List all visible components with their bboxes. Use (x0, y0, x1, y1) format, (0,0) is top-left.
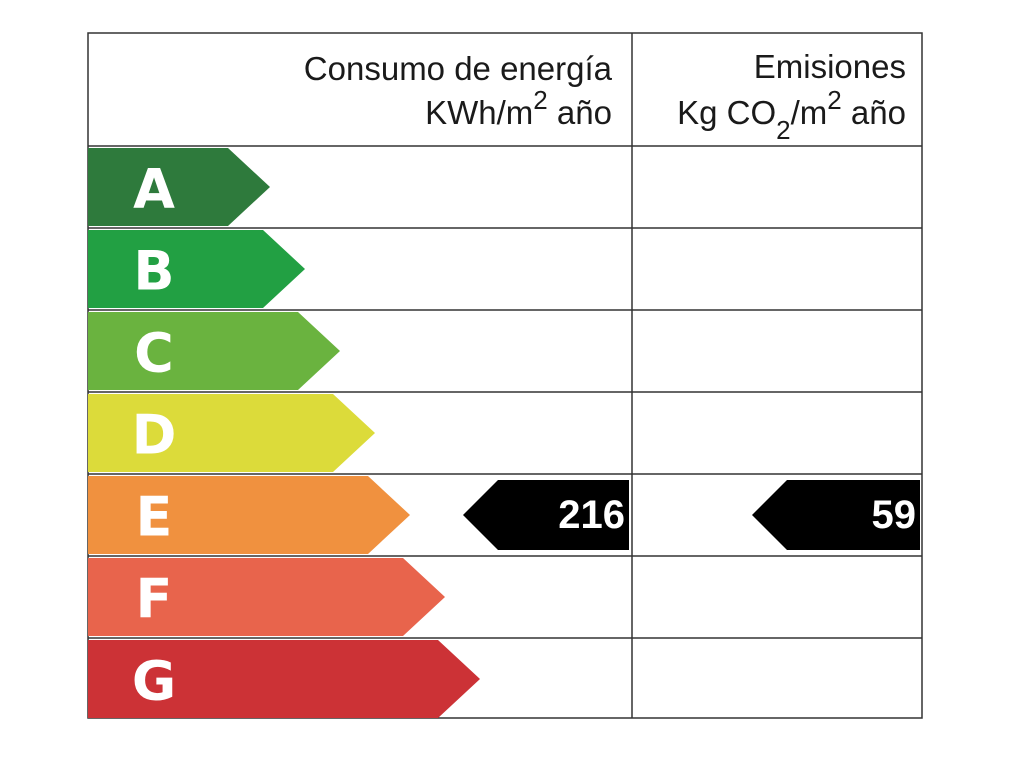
unit-part: Kg CO (677, 94, 776, 131)
class-letter: F (136, 568, 173, 631)
class-letter: A (133, 158, 175, 221)
unit-part: 2 (776, 115, 790, 145)
rating-value: 59 (872, 493, 917, 537)
emissions-unit: Kg CO2/m2 año (677, 85, 906, 145)
unit-part: 2 (827, 85, 841, 115)
class-letter: E (136, 486, 173, 549)
class-arrow (88, 230, 305, 308)
unit-part: /m (791, 94, 828, 131)
class-arrow (88, 640, 480, 718)
unit-part: 2 (533, 85, 547, 115)
emissions-title: Emisiones (754, 48, 906, 85)
class-letter: C (134, 322, 174, 385)
rating-value: 216 (558, 493, 625, 537)
class-letter: D (132, 404, 177, 467)
energy-title: Consumo de energía (304, 50, 613, 87)
class-arrow (88, 558, 445, 636)
unit-part: KWh/m (425, 94, 533, 131)
class-arrow (88, 394, 375, 472)
class-letter: G (132, 650, 176, 713)
energy-unit: KWh/m2 año (425, 85, 612, 131)
class-letter: B (133, 240, 174, 303)
unit-part: año (548, 94, 612, 131)
class-arrow (88, 476, 410, 554)
rating-arrow (463, 480, 629, 550)
class-arrow (88, 148, 270, 226)
rating-arrow (752, 480, 920, 550)
class-arrow (88, 312, 340, 390)
unit-part: año (842, 94, 906, 131)
